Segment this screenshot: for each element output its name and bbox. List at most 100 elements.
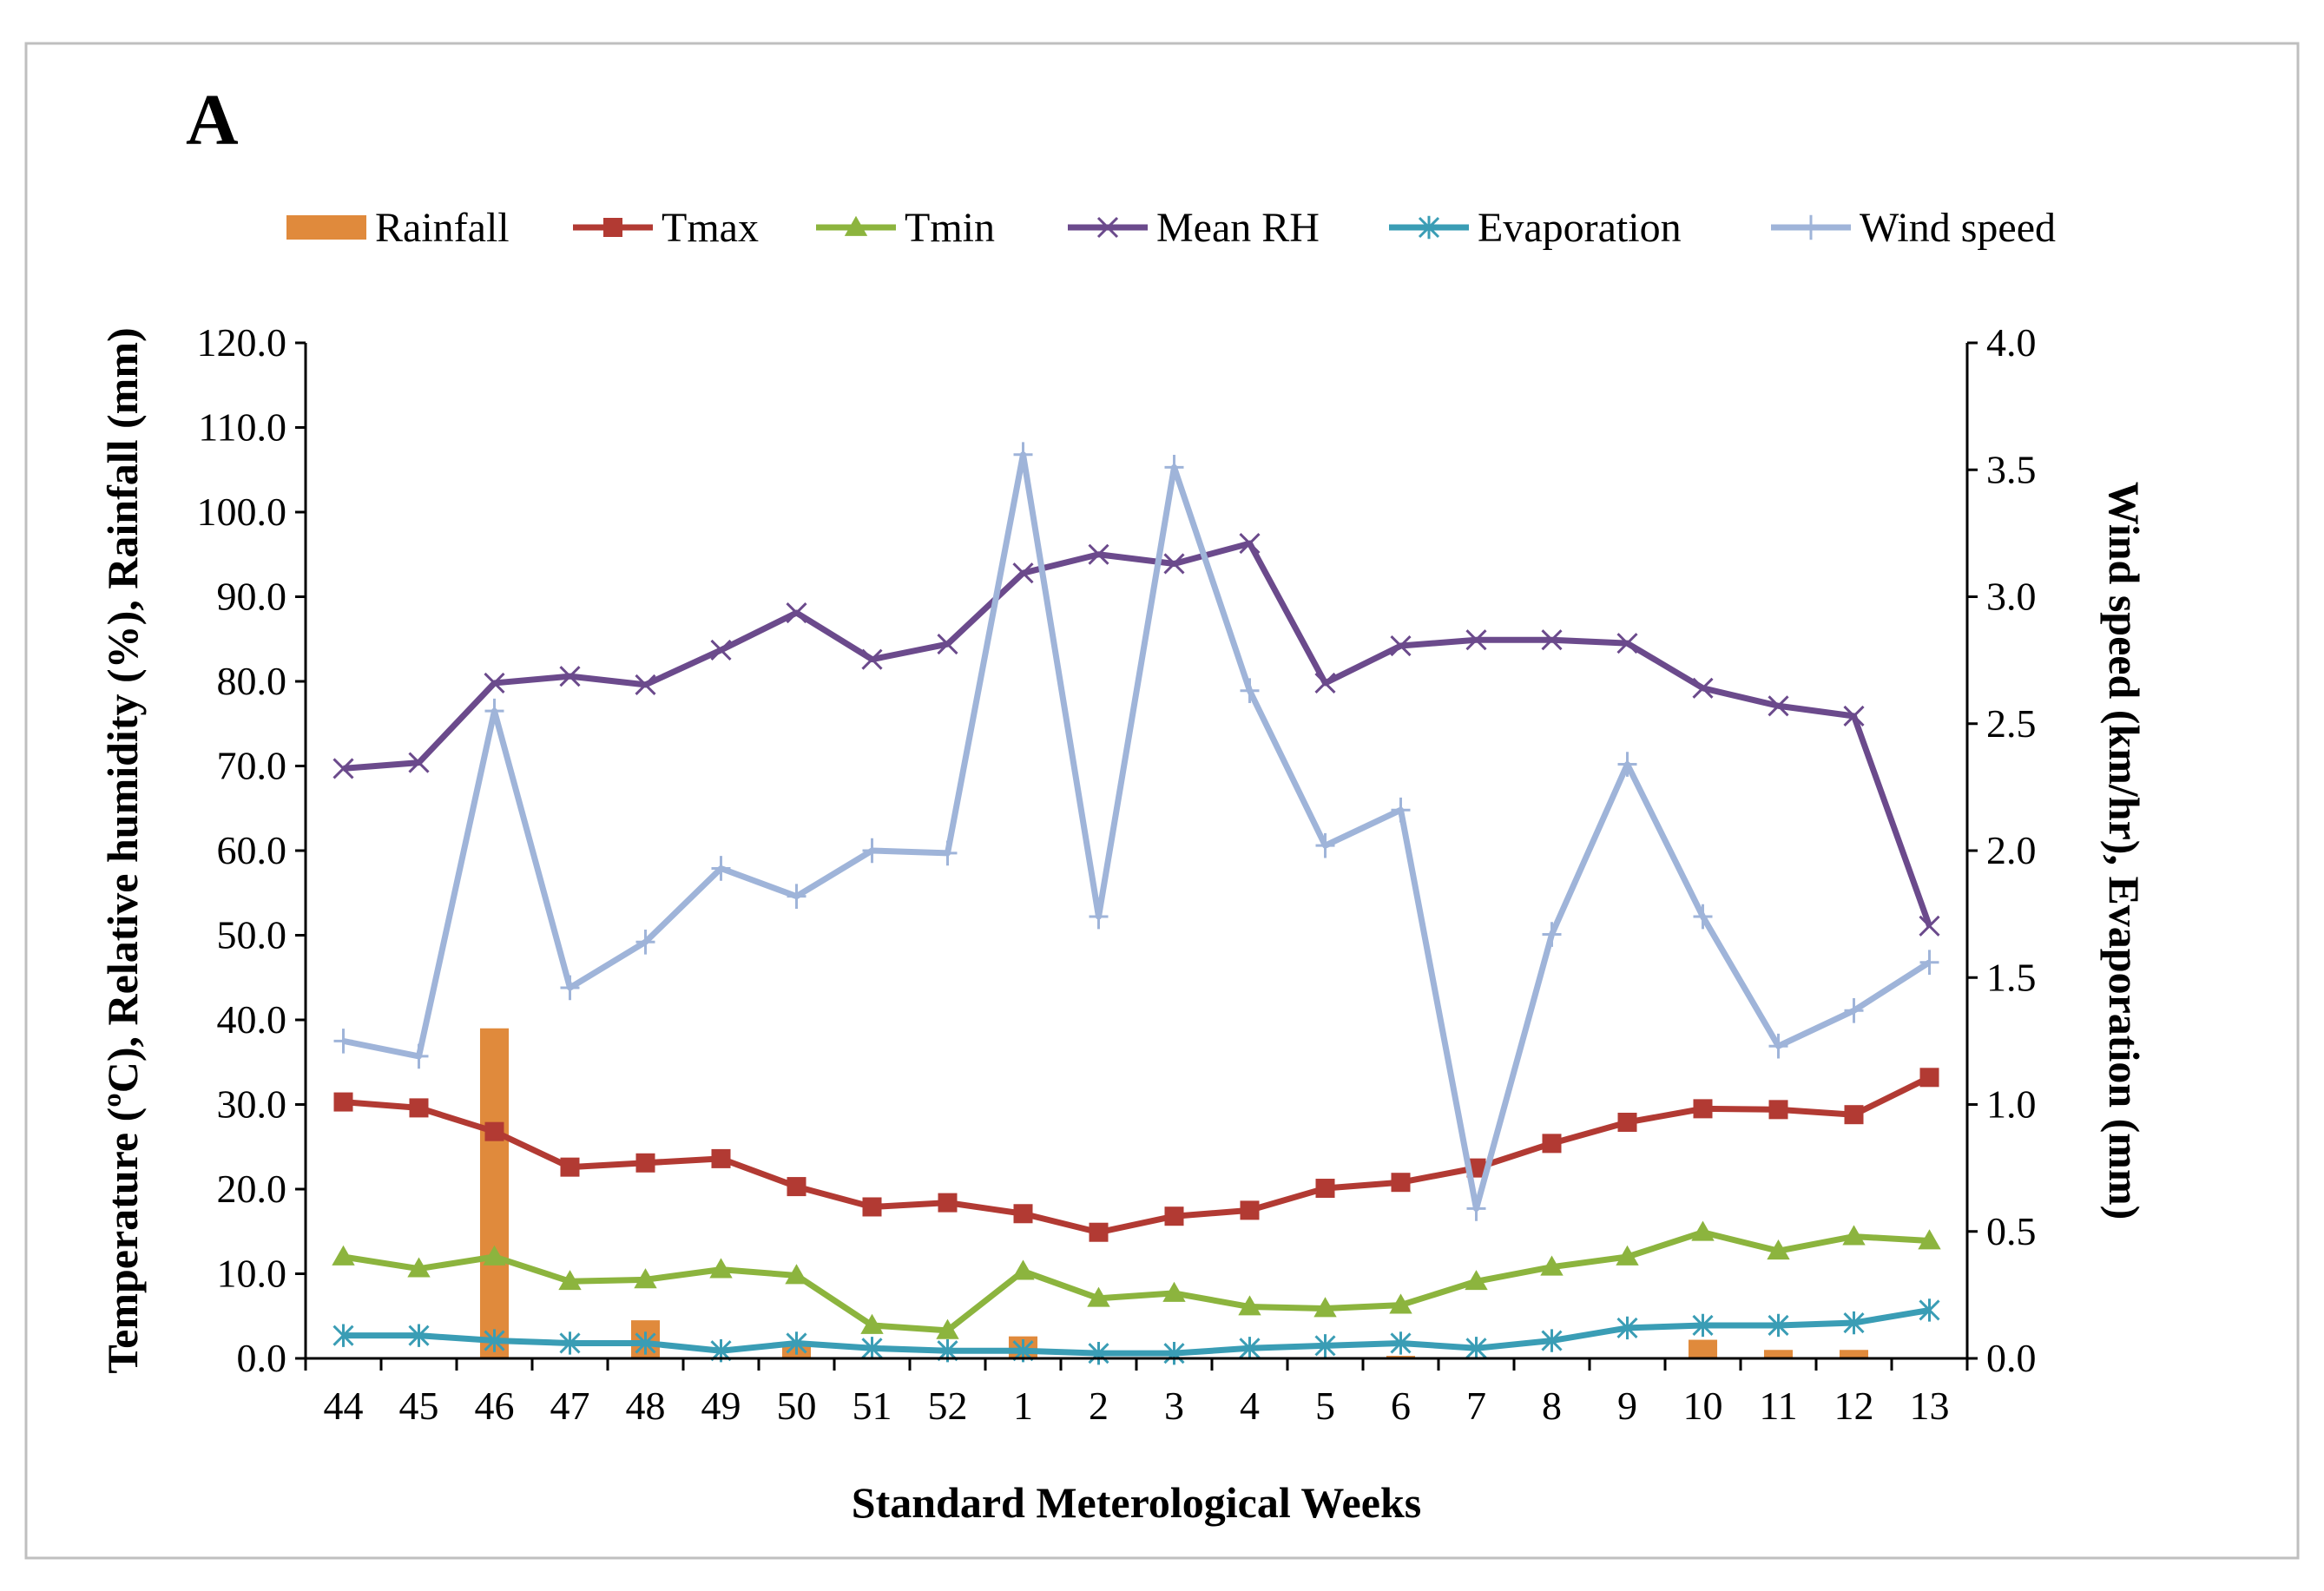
- legend: Rainfall Tmax Tmin Mean RH Evaporation Wind s…: [286, 205, 2056, 251]
- mean-rh-point: [710, 639, 732, 661]
- legend-label-evaporation: Evaporation: [1478, 205, 1682, 251]
- y-right-tick-label: 1.5: [1986, 955, 2037, 999]
- y-left-tick-label: 0.0: [237, 1336, 287, 1380]
- wind-speed-point: [1013, 442, 1033, 467]
- tmax-point: [1089, 1222, 1109, 1242]
- tmin-point: [1767, 1239, 1790, 1260]
- y-right-tick-label: 2.5: [1986, 701, 2037, 746]
- tmin-point: [332, 1245, 355, 1266]
- legend-label-tmin: Tmin: [905, 205, 995, 251]
- mean-rh-point: [1239, 533, 1261, 555]
- evaporation-point: [786, 1331, 807, 1355]
- evaporation-point: [1919, 1298, 1940, 1322]
- legend-item-tmax: Tmax: [573, 205, 759, 251]
- legend-label-rainfall: Rainfall: [375, 205, 510, 251]
- evaporation-point: [484, 1329, 505, 1352]
- evaporation-point: [1692, 1313, 1714, 1338]
- tmax-point: [711, 1148, 731, 1168]
- mean-rh-point: [1088, 543, 1109, 565]
- y-left-tick-label: 90.0: [217, 575, 287, 619]
- legend-item-rainfall: Rainfall: [286, 205, 510, 251]
- wind-speed-point: [409, 1043, 429, 1069]
- tmin-point: [483, 1245, 506, 1266]
- tmax-point: [787, 1177, 806, 1197]
- y-left-tick-label: 40.0: [217, 997, 287, 1042]
- tmin-point: [709, 1258, 733, 1279]
- wind-speed-point: [1693, 904, 1713, 930]
- rainfall-bar: [1763, 1350, 1794, 1358]
- legend-marker-tmin: [844, 215, 868, 236]
- legend-item-wind-speed: Wind speed: [1771, 205, 2056, 251]
- evaporation-point: [408, 1324, 430, 1347]
- tmin-point: [1842, 1225, 1866, 1246]
- tmax-point: [1315, 1179, 1335, 1199]
- y-left-tick-label: 80.0: [217, 659, 287, 703]
- mean-rh-point: [1768, 695, 1789, 717]
- mean-rh-line: [343, 540, 1932, 927]
- tmin-point: [407, 1257, 431, 1278]
- tmin-point: [634, 1268, 657, 1289]
- tmin-point: [558, 1270, 582, 1291]
- tmax-point: [1919, 1068, 1939, 1088]
- wind-speed-point: [1617, 752, 1637, 777]
- x-tick-label: 7: [1466, 1384, 1486, 1428]
- legend-marker-evaporation: [1418, 215, 1440, 240]
- tmax-point: [560, 1157, 580, 1177]
- tmin-point: [785, 1264, 808, 1285]
- mean-rh-point: [1163, 553, 1185, 575]
- x-tick-label: 50: [777, 1384, 817, 1428]
- outer-frame: [24, 42, 2300, 1560]
- legend-label-tmax: Tmax: [662, 205, 759, 251]
- wind-speed-point: [787, 884, 806, 909]
- x-axis-title: Standard Meterological Weeks: [852, 1478, 1421, 1527]
- tmax-point: [635, 1153, 655, 1173]
- tmax-point: [1391, 1173, 1411, 1193]
- evaporation-point: [1390, 1331, 1412, 1355]
- evaporation-point: [861, 1337, 883, 1360]
- wind-speed-point: [1315, 832, 1335, 858]
- mean-rh-point: [1390, 634, 1412, 657]
- rainfall-bar: [1839, 1350, 1869, 1358]
- evaporation-point: [332, 1324, 354, 1347]
- tmax-point: [1768, 1100, 1788, 1120]
- mean-rh-point: [861, 648, 883, 670]
- tmax-point: [1013, 1204, 1033, 1224]
- y-left-tick-label: 60.0: [217, 828, 287, 872]
- wind-speed-point: [484, 698, 504, 724]
- tmin-point: [1238, 1295, 1261, 1316]
- mean-rh-point: [1012, 562, 1034, 584]
- x-tick-label: 48: [626, 1384, 666, 1428]
- wind-speed-point: [1768, 1033, 1788, 1059]
- evaporation-point: [635, 1331, 656, 1355]
- mean-rh-point: [1465, 629, 1487, 651]
- evaporation-point: [1616, 1316, 1638, 1340]
- y-left-tick-label: 70.0: [217, 744, 287, 788]
- x-tick-label: 46: [475, 1384, 515, 1428]
- mean-rh-point: [786, 602, 807, 624]
- evaporation-point: [1843, 1311, 1865, 1335]
- mean-rh-point: [408, 752, 430, 773]
- x-tick-label: 5: [1315, 1384, 1335, 1428]
- tmin-point: [1087, 1286, 1110, 1307]
- x-tick-label: 10: [1683, 1384, 1723, 1428]
- tmin-point: [936, 1318, 959, 1339]
- tmin-point: [1540, 1255, 1564, 1276]
- mean-rh-point: [1314, 672, 1336, 694]
- tmin-point: [1616, 1245, 1639, 1266]
- y-left-tick-label: 10.0: [217, 1252, 287, 1296]
- wind-speed-point: [1466, 1196, 1486, 1221]
- x-tick-label: 8: [1542, 1384, 1562, 1428]
- tmax-point: [333, 1092, 353, 1112]
- mean-rh-point: [559, 666, 581, 687]
- y-right-tick-label: 2.0: [1986, 828, 2037, 872]
- panel-label: A: [186, 80, 239, 161]
- x-tick-label: 44: [324, 1384, 364, 1428]
- mean-rh-series: [332, 533, 1940, 937]
- x-tick-label: 3: [1164, 1384, 1184, 1428]
- evaporation-line: [343, 1306, 1931, 1357]
- wind-speed-point: [635, 930, 655, 955]
- wind-speed-series: [333, 442, 1939, 1221]
- rainfall-bar: [1688, 1339, 1718, 1358]
- tmax-line: [343, 1075, 1932, 1236]
- tmax-point: [938, 1193, 958, 1213]
